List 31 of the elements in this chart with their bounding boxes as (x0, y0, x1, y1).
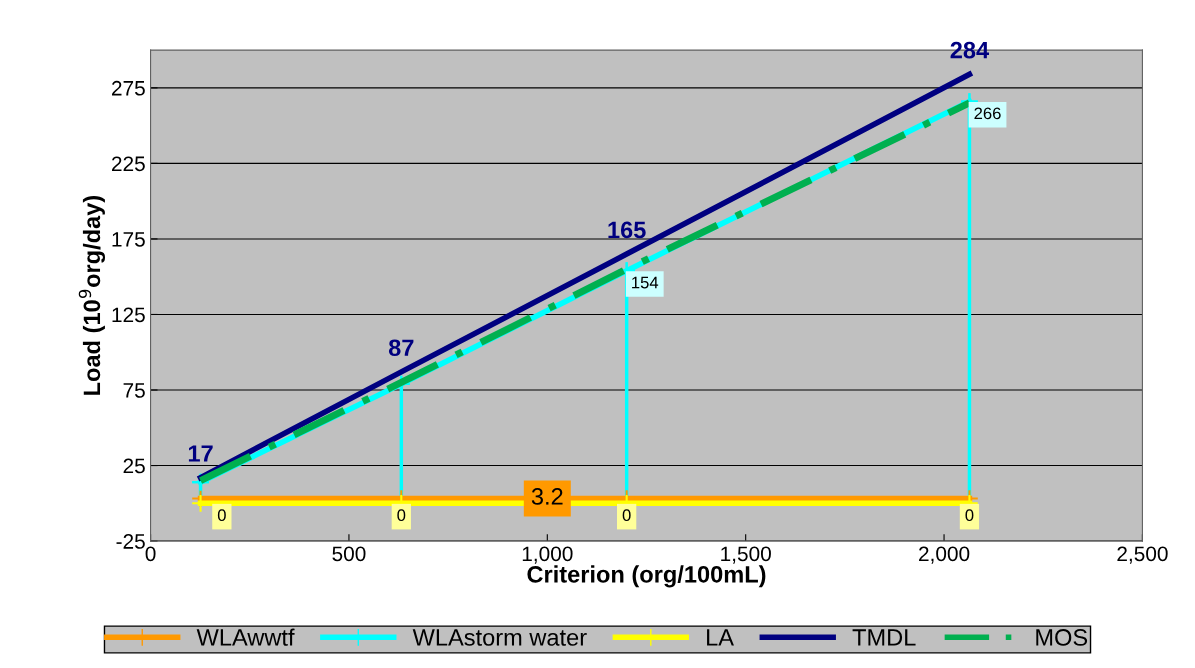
x-tick-label: 2,500 (1117, 546, 1168, 564)
y-axis-title: Load (10$^{9}$org/day) (78, 195, 106, 395)
data-label: 87 (388, 339, 414, 357)
x-tick-label: 2,000 (919, 546, 970, 564)
y-tick-label: 125 (112, 307, 145, 323)
legend-label: TMDL (852, 629, 916, 646)
data-label: 0 (622, 509, 631, 522)
data-label: 284 (950, 41, 990, 59)
x-tick-label: 1,000 (522, 546, 573, 564)
annotation: 3.2 (531, 488, 563, 505)
data-label: 0 (965, 509, 974, 522)
legend-label: LA (707, 629, 734, 646)
legend-label: WLAstorm water (412, 629, 587, 646)
y-tick-label: 75 (123, 383, 145, 398)
data-label: 165 (608, 221, 646, 239)
x-tick-label: 500 (332, 546, 366, 562)
data-label: 17 (188, 445, 213, 462)
y-tick-label: 225 (112, 156, 145, 172)
y-tick-label: 275 (112, 80, 145, 96)
x-tick-label: 1,500 (721, 546, 771, 564)
legend-label: MOS (1036, 629, 1088, 646)
legend-label: WLAwwtf (196, 628, 295, 646)
data-label: 0 (217, 509, 226, 522)
data-label: 266 (974, 107, 1001, 120)
data-label: 0 (397, 509, 406, 522)
y-tick-label: 175 (112, 232, 145, 247)
x-tick-label: 0 (145, 546, 156, 562)
x-axis-title: Criterion (org/100mL) (527, 565, 766, 588)
data-label: 154 (632, 276, 659, 289)
y-tick-label: -25 (116, 534, 145, 549)
y-tick-label: 25 (123, 458, 145, 474)
